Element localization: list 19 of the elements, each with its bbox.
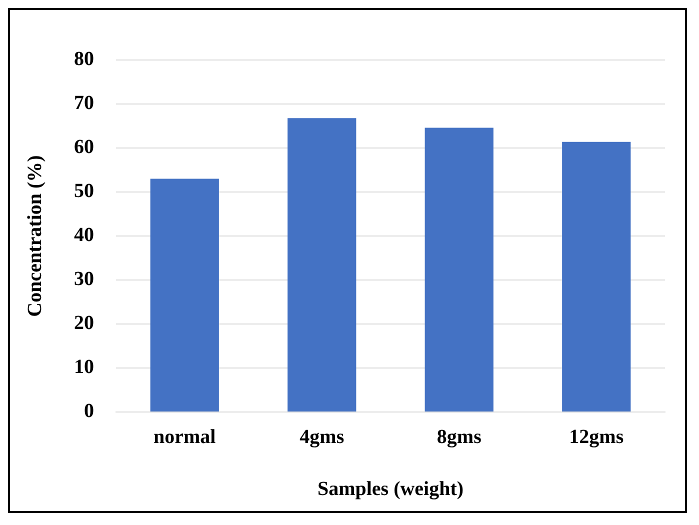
x-axis-title: Samples (weight): [317, 478, 464, 500]
x-tick-label: normal: [154, 426, 216, 448]
y-tick-label: 0: [84, 400, 94, 422]
y-tick-label: 70: [74, 92, 94, 114]
x-tick-label: 4gms: [300, 426, 344, 448]
bar: [424, 128, 494, 412]
bar: [150, 178, 219, 412]
y-tick-label: 10: [74, 356, 94, 378]
y-axis-title: Concentration (%): [24, 155, 46, 317]
bar: [288, 118, 356, 412]
y-tick-label: 40: [74, 224, 94, 246]
y-tick-label: 30: [74, 268, 94, 290]
x-tick-label: 8gms: [436, 426, 482, 448]
y-tick-label: 20: [74, 312, 94, 334]
x-tick-label: 12gms: [569, 426, 624, 448]
y-tick-label: 60: [74, 136, 94, 158]
y-tick-label: 50: [74, 180, 94, 202]
y-tick-label: 80: [74, 48, 94, 70]
bar: [562, 142, 631, 412]
